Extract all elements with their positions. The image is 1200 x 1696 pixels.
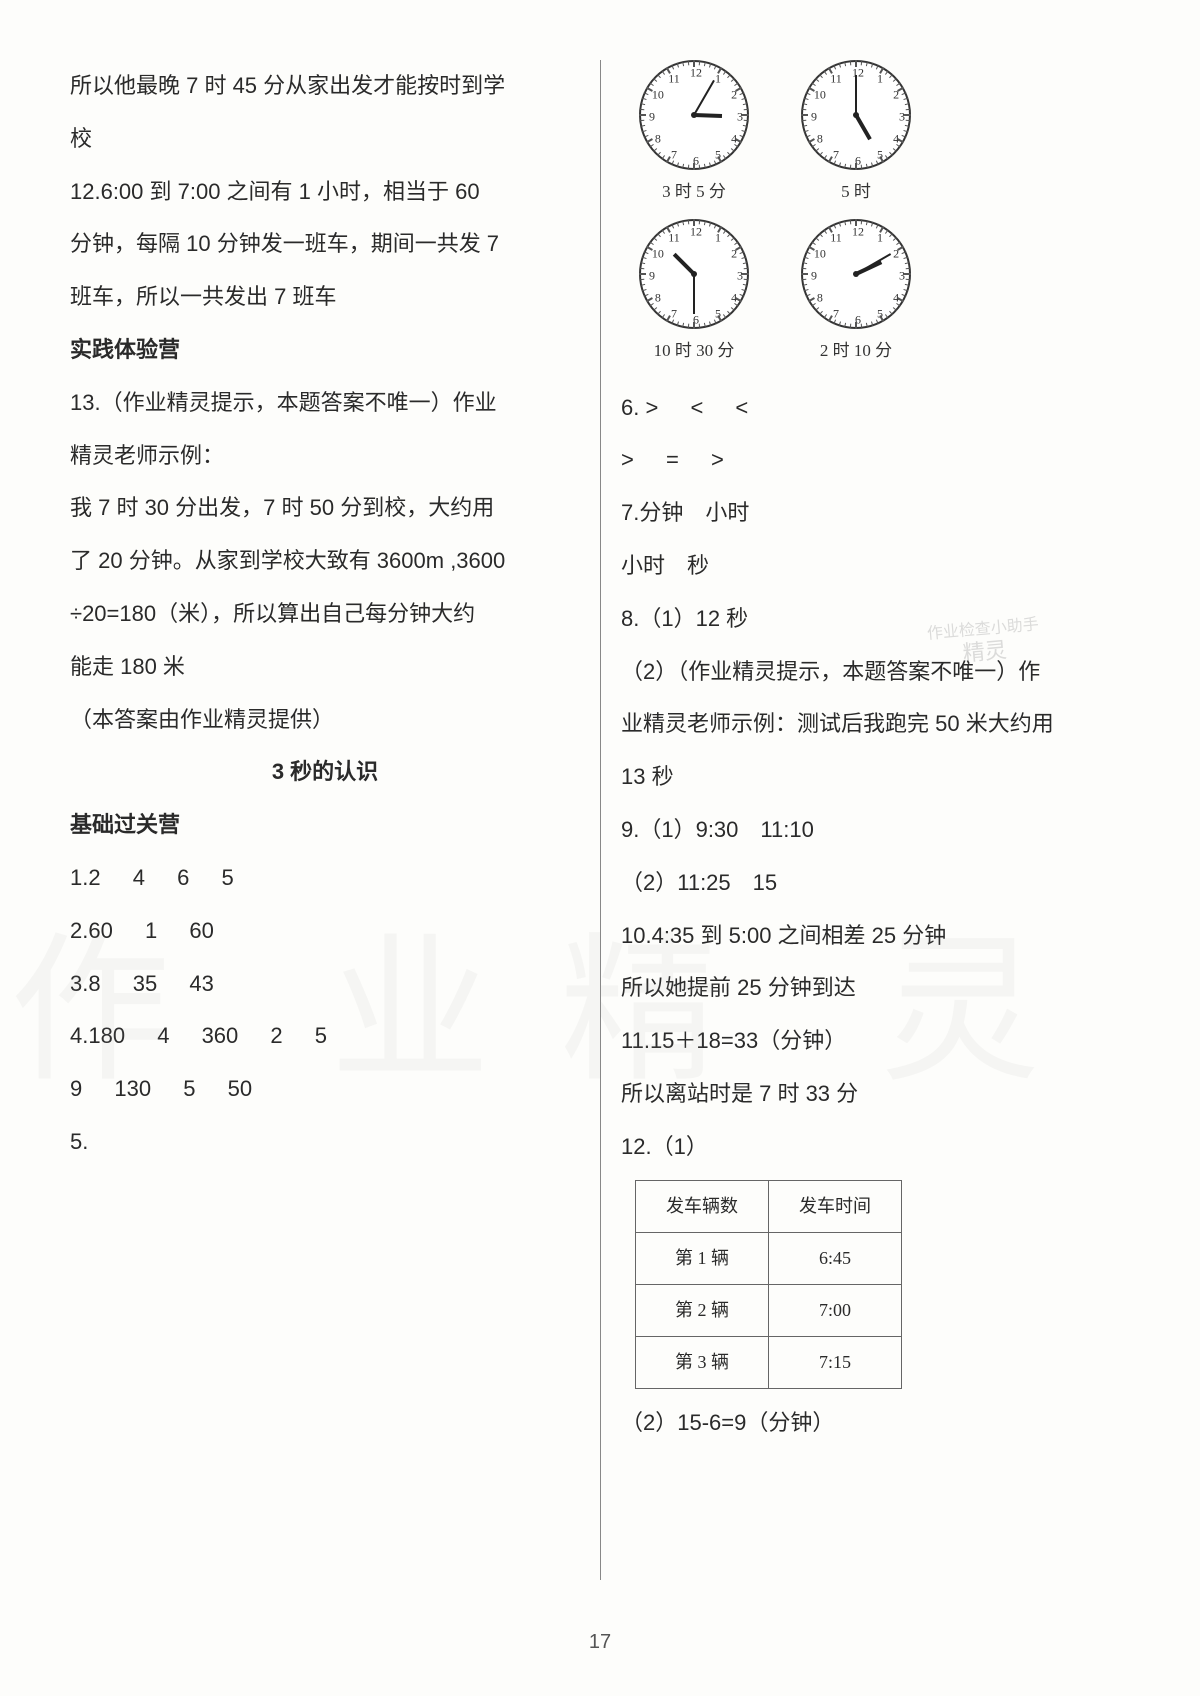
answer-row: 2.60 1 60: [70, 905, 580, 958]
table-cell: 6:45: [769, 1232, 902, 1284]
answer-val: <: [735, 395, 748, 420]
text-line: 分钟，每隔 10 分钟发一班车，期间一共发 7: [70, 218, 580, 271]
text-line: （本答案由作业精灵提供）: [70, 694, 580, 747]
clock-label: 3 时 5 分: [625, 172, 763, 213]
table-header: 发车辆数: [636, 1180, 769, 1232]
answer-row: > = >: [621, 434, 1130, 487]
answer-row: 4.180 4 360 2 5: [70, 1010, 580, 1063]
section-heading: 3 秒的认识: [70, 746, 580, 799]
table-cell: 第 3 辆: [636, 1337, 769, 1389]
table-header-row: 发车辆数 发车时间: [636, 1180, 902, 1232]
answer-val: 6. >: [621, 395, 658, 420]
table-header: 发车时间: [769, 1180, 902, 1232]
answer-val: >: [711, 447, 724, 472]
clock-cell: 123456789101112 2 时 10 分: [787, 219, 925, 372]
text-line: 我 7 时 30 分出发，7 时 50 分到校，大约用: [70, 482, 580, 535]
clock-grid: 123456789101112 3 时 5 分 123456789101112 …: [625, 60, 925, 372]
text-line: 5.: [70, 1116, 580, 1169]
table-cell: 7:15: [769, 1337, 902, 1389]
answer-row: 9 130 5 50: [70, 1063, 580, 1116]
answer-val: =: [666, 447, 679, 472]
clock-cell: 123456789101112 3 时 5 分: [625, 60, 763, 213]
right-column: 123456789101112 3 时 5 分 123456789101112 …: [600, 60, 1130, 1580]
text-line: 校: [70, 113, 580, 166]
text-line: 所以离站时是 7 时 33 分: [621, 1068, 1130, 1121]
answer-val: 60: [189, 918, 213, 943]
text-line: （2）11:25 15: [621, 857, 1130, 910]
table-row: 第 3 辆 7:15: [636, 1337, 902, 1389]
left-column: 所以他最晚 7 时 45 分从家出发才能按时到学 校 12.6:00 到 7:0…: [70, 60, 600, 1580]
answer-row: 1.2 4 6 5: [70, 852, 580, 905]
text-line: 8.（1）12 秒: [621, 593, 1130, 646]
section-heading: 基础过关营: [70, 799, 580, 852]
answer-row: 3.8 35 43: [70, 958, 580, 1011]
answer-val: 2: [270, 1023, 282, 1048]
clock-cell: 123456789101112 10 时 30 分: [625, 219, 763, 372]
answer-val: 4: [133, 865, 145, 890]
text-line: 13 秒: [621, 751, 1130, 804]
text-line: 12.（1）: [621, 1121, 1130, 1174]
bus-schedule-table: 发车辆数 发车时间 第 1 辆 6:45 第 2 辆 7:00 第 3 辆 7:…: [635, 1180, 902, 1390]
answer-val: 2.60: [70, 918, 113, 943]
text-line: 班车，所以一共发出 7 班车: [70, 271, 580, 324]
answer-val: <: [690, 395, 703, 420]
text-line: 能走 180 米: [70, 641, 580, 694]
answer-val: 360: [202, 1023, 239, 1048]
answer-val: 4: [157, 1023, 169, 1048]
text-line: 精灵老师示例：: [70, 430, 580, 483]
text-line: 10.4:35 到 5:00 之间相差 25 分钟: [621, 910, 1130, 963]
answer-val: 4.180: [70, 1023, 125, 1048]
clock-label: 5 时: [787, 172, 925, 213]
answer-val: 130: [114, 1076, 151, 1101]
answer-val: 5: [315, 1023, 327, 1048]
table-cell: 7:00: [769, 1284, 902, 1336]
answer-val: 43: [189, 971, 213, 996]
table-row: 第 2 辆 7:00: [636, 1284, 902, 1336]
answer-val: 1.2: [70, 865, 101, 890]
text-line: 业精灵老师示例：测试后我跑完 50 米大约用: [621, 698, 1130, 751]
text-line: 12.6:00 到 7:00 之间有 1 小时，相当于 60: [70, 166, 580, 219]
text-line: 7.分钟 小时: [621, 487, 1130, 540]
section-heading: 实践体验营: [70, 324, 580, 377]
table-cell: 第 2 辆: [636, 1284, 769, 1336]
text-line: 所以她提前 25 分钟到达: [621, 962, 1130, 1015]
answer-val: 9: [70, 1076, 82, 1101]
text-line: ÷20=180（米），所以算出自己每分钟大约: [70, 588, 580, 641]
answer-val: 5: [183, 1076, 195, 1101]
text-line: 所以他最晚 7 时 45 分从家出发才能按时到学: [70, 60, 580, 113]
answer-val: 1: [145, 918, 157, 943]
text-line: 了 20 分钟。从家到学校大致有 3600m ,3600: [70, 535, 580, 588]
text-line: 小时 秒: [621, 540, 1130, 593]
answer-val: 5: [221, 865, 233, 890]
clock-face: 123456789101112: [801, 60, 911, 170]
two-column-layout: 所以他最晚 7 时 45 分从家出发才能按时到学 校 12.6:00 到 7:0…: [70, 60, 1130, 1580]
clock-face: 123456789101112: [639, 219, 749, 329]
text-line: （2）（作业精灵提示，本题答案不唯一）作: [621, 646, 1130, 699]
text-line: 9.（1）9:30 11:10: [621, 804, 1130, 857]
table-row: 第 1 辆 6:45: [636, 1232, 902, 1284]
answer-val: 6: [177, 865, 189, 890]
text-line: 13.（作业精灵提示，本题答案不唯一）作业: [70, 377, 580, 430]
clock-face: 123456789101112: [639, 60, 749, 170]
answer-val: >: [621, 447, 634, 472]
table-cell: 第 1 辆: [636, 1232, 769, 1284]
answer-row: 6. > < <: [621, 382, 1130, 435]
clock-label: 2 时 10 分: [787, 331, 925, 372]
text-line: （2）15-6=9（分钟）: [621, 1397, 1130, 1450]
answer-val: 50: [228, 1076, 252, 1101]
clock-face: 123456789101112: [801, 219, 911, 329]
text-line: 11.15＋18=33（分钟）: [621, 1015, 1130, 1068]
answer-val: 3.8: [70, 971, 101, 996]
clock-label: 10 时 30 分: [625, 331, 763, 372]
page-number: 17: [0, 1618, 1200, 1666]
clock-cell: 123456789101112 5 时: [787, 60, 925, 213]
answer-val: 35: [133, 971, 157, 996]
